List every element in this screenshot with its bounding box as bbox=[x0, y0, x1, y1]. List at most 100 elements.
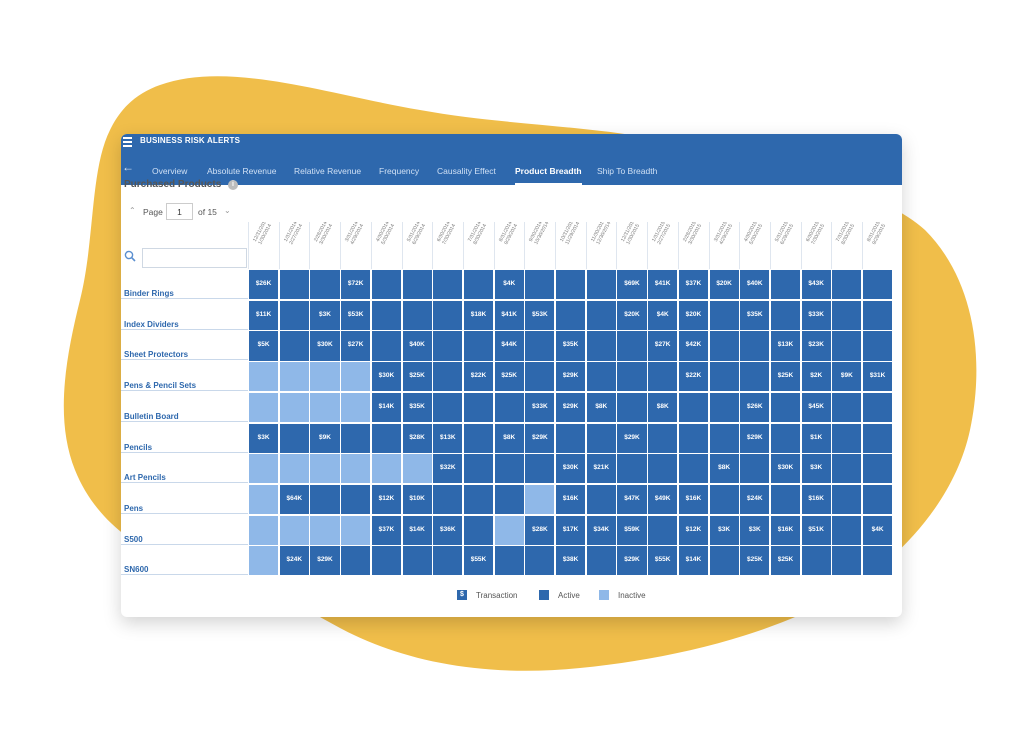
active-cell[interactable] bbox=[800, 545, 832, 576]
active-cell[interactable] bbox=[677, 391, 709, 423]
row-label[interactable]: Bulletin Board bbox=[121, 392, 248, 422]
transaction-cell[interactable]: $8K bbox=[585, 391, 617, 423]
transaction-cell[interactable]: $3K bbox=[800, 453, 832, 485]
tab-causality-effect[interactable]: Causality Effect bbox=[437, 166, 496, 176]
transaction-cell[interactable]: $24K bbox=[278, 545, 310, 576]
inactive-cell[interactable] bbox=[340, 361, 372, 393]
search-input[interactable] bbox=[142, 248, 247, 268]
active-cell[interactable] bbox=[555, 269, 587, 301]
active-cell[interactable] bbox=[862, 453, 894, 485]
chevron-down-icon[interactable]: ⌄ bbox=[224, 206, 231, 215]
transaction-cell[interactable]: $30K bbox=[309, 330, 341, 362]
transaction-cell[interactable]: $3K bbox=[309, 299, 341, 331]
active-cell[interactable] bbox=[340, 483, 372, 516]
transaction-cell[interactable]: $28K bbox=[401, 422, 433, 454]
transaction-cell[interactable]: $30K bbox=[370, 361, 402, 393]
active-cell[interactable] bbox=[831, 422, 863, 454]
transaction-cell[interactable]: $16K bbox=[769, 514, 802, 546]
tab-frequency[interactable]: Frequency bbox=[379, 166, 420, 176]
transaction-cell[interactable]: $40K bbox=[401, 330, 433, 362]
transaction-cell[interactable]: $4K bbox=[493, 269, 525, 301]
active-cell[interactable] bbox=[524, 361, 556, 393]
transaction-cell[interactable]: $3K bbox=[708, 514, 740, 546]
active-cell[interactable] bbox=[370, 545, 402, 576]
active-cell[interactable] bbox=[585, 483, 617, 516]
active-cell[interactable] bbox=[309, 483, 341, 516]
transaction-cell[interactable]: $41K bbox=[647, 269, 679, 301]
inactive-cell[interactable] bbox=[278, 514, 310, 546]
row-label[interactable]: Pens & Pencil Sets bbox=[121, 361, 248, 392]
transaction-cell[interactable]: $14K bbox=[401, 514, 433, 546]
active-cell[interactable] bbox=[862, 269, 894, 301]
tab-relative-revenue[interactable]: Relative Revenue bbox=[294, 166, 362, 176]
transaction-cell[interactable]: $13K bbox=[432, 422, 464, 454]
transaction-cell[interactable]: $16K bbox=[800, 483, 832, 516]
transaction-cell[interactable]: $12K bbox=[370, 483, 402, 516]
active-cell[interactable] bbox=[309, 269, 341, 301]
transaction-cell[interactable]: $8K bbox=[493, 422, 525, 454]
active-cell[interactable] bbox=[769, 269, 802, 301]
transaction-cell[interactable]: $20K bbox=[616, 299, 648, 331]
active-cell[interactable] bbox=[370, 422, 402, 454]
inactive-cell[interactable] bbox=[309, 391, 341, 423]
active-cell[interactable] bbox=[524, 453, 556, 485]
transaction-cell[interactable]: $27K bbox=[340, 330, 372, 362]
transaction-cell[interactable]: $16K bbox=[555, 483, 587, 516]
active-cell[interactable] bbox=[708, 422, 740, 454]
transaction-cell[interactable]: $29K bbox=[555, 391, 587, 423]
active-cell[interactable] bbox=[432, 483, 464, 516]
transaction-cell[interactable]: $16K bbox=[677, 483, 709, 516]
transaction-cell[interactable]: $3K bbox=[248, 422, 280, 454]
active-cell[interactable] bbox=[616, 361, 648, 393]
transaction-cell[interactable]: $25K bbox=[769, 545, 802, 576]
row-label[interactable]: Pens bbox=[121, 484, 248, 514]
transaction-cell[interactable]: $20K bbox=[708, 269, 740, 301]
active-cell[interactable] bbox=[493, 391, 525, 423]
row-label[interactable]: Art Pencils bbox=[121, 453, 248, 484]
transaction-cell[interactable]: $72K bbox=[340, 269, 372, 301]
transaction-cell[interactable]: $29K bbox=[739, 422, 771, 454]
transaction-cell[interactable]: $69K bbox=[616, 269, 648, 301]
transaction-cell[interactable]: $49K bbox=[647, 483, 679, 516]
active-cell[interactable] bbox=[708, 330, 740, 362]
active-cell[interactable] bbox=[585, 545, 617, 576]
active-cell[interactable] bbox=[739, 361, 771, 393]
back-arrow-icon[interactable]: ← bbox=[122, 160, 134, 174]
transaction-cell[interactable]: $20K bbox=[677, 299, 709, 331]
active-cell[interactable] bbox=[493, 483, 525, 516]
transaction-cell[interactable]: $59K bbox=[616, 514, 648, 546]
transaction-cell[interactable]: $43K bbox=[800, 269, 832, 301]
active-cell[interactable] bbox=[462, 269, 495, 301]
inactive-cell[interactable] bbox=[401, 453, 433, 485]
transaction-cell[interactable]: $30K bbox=[555, 453, 587, 485]
transaction-cell[interactable]: $11K bbox=[248, 299, 280, 331]
active-cell[interactable] bbox=[462, 514, 495, 546]
active-cell[interactable] bbox=[831, 453, 863, 485]
active-cell[interactable] bbox=[769, 299, 802, 331]
transaction-cell[interactable]: $34K bbox=[585, 514, 617, 546]
active-cell[interactable] bbox=[462, 453, 495, 485]
inactive-cell[interactable] bbox=[278, 361, 310, 393]
inactive-cell[interactable] bbox=[248, 361, 280, 393]
inactive-cell[interactable] bbox=[278, 453, 310, 485]
transaction-cell[interactable]: $10K bbox=[401, 483, 433, 516]
inactive-cell[interactable] bbox=[370, 453, 402, 485]
transaction-cell[interactable]: $45K bbox=[800, 391, 832, 423]
transaction-cell[interactable]: $35K bbox=[555, 330, 587, 362]
active-cell[interactable] bbox=[831, 483, 863, 516]
inactive-cell[interactable] bbox=[248, 545, 280, 576]
active-cell[interactable] bbox=[462, 483, 495, 516]
active-cell[interactable] bbox=[370, 299, 402, 331]
active-cell[interactable] bbox=[524, 269, 556, 301]
page-number-input[interactable] bbox=[166, 203, 193, 220]
row-label[interactable]: Index Dividers bbox=[121, 300, 248, 330]
inactive-cell[interactable] bbox=[340, 391, 372, 423]
transaction-cell[interactable]: $4K bbox=[862, 514, 894, 546]
tab-absolute-revenue[interactable]: Absolute Revenue bbox=[207, 166, 277, 176]
row-label[interactable]: Pencils bbox=[121, 423, 248, 453]
transaction-cell[interactable]: $40K bbox=[739, 269, 771, 301]
active-cell[interactable] bbox=[739, 330, 771, 362]
active-cell[interactable] bbox=[370, 269, 402, 301]
active-cell[interactable] bbox=[739, 453, 771, 485]
active-cell[interactable] bbox=[831, 330, 863, 362]
